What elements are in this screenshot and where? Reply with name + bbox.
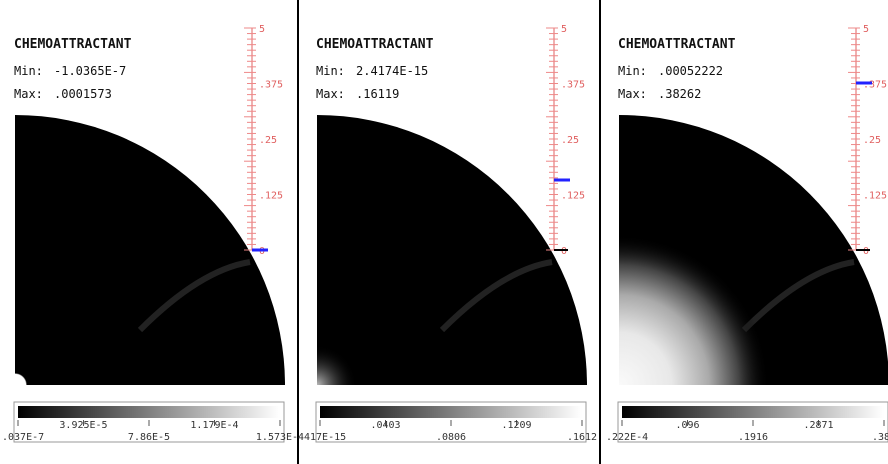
min-value: -1.0365E-7 (54, 64, 126, 78)
glow (317, 345, 357, 385)
domain (15, 115, 285, 385)
panel: CHEMOATTRACTANT Min: -1.0365E-7 Max: .000157… (2, 24, 304, 443)
ruler-label: .375 (561, 80, 585, 91)
max-value: .16119 (356, 87, 399, 101)
max-value: .38262 (658, 87, 701, 101)
colorbar (622, 406, 884, 418)
ruler-label: .125 (863, 191, 887, 202)
ruler-label: 5 (863, 24, 869, 35)
min-label: Min: (618, 64, 647, 78)
min-label: Min: (316, 64, 345, 78)
glow (619, 235, 769, 385)
streak (439, 259, 553, 333)
min-value: .00052222 (658, 64, 723, 78)
colorbar-label: .1612 (567, 432, 597, 443)
colorbar-label: .037E-7 (2, 432, 44, 443)
ruler-label: .125 (561, 191, 585, 202)
panel: CHEMOATTRACTANT Min: .00052222 Max: .38262 5.… (606, 24, 888, 443)
streak (741, 259, 855, 333)
ruler-label: 0 (561, 246, 567, 257)
ruler-label: 5 (259, 24, 265, 35)
max-value: .0001573 (54, 87, 112, 101)
ruler-label: .25 (259, 135, 277, 146)
domain (317, 115, 587, 385)
panel-title: CHEMOATTRACTANT (618, 37, 736, 52)
colorbar-label: 1.179E-4 (190, 420, 238, 431)
colorbar-label: .1916 (738, 432, 768, 443)
colorbar (320, 406, 582, 418)
colorbar-label: 417E-15 (304, 432, 346, 443)
ruler-label: 0 (863, 246, 869, 257)
colorbar-label: .0806 (436, 432, 466, 443)
max-label: Max: (14, 87, 43, 101)
ruler-label: .375 (259, 80, 283, 91)
ruler-label: .25 (561, 135, 579, 146)
panel-title: CHEMOATTRACTANT (316, 37, 434, 52)
max-label: Max: (618, 87, 647, 101)
colorbar (18, 406, 280, 418)
colorbar-label: 1.573E-4 (256, 432, 304, 443)
colorbar-label: .222E-4 (606, 432, 648, 443)
ruler-label: 5 (561, 24, 567, 35)
ruler-label: .25 (863, 135, 881, 146)
max-label: Max: (316, 87, 345, 101)
colorbar-label: 7.86E-5 (128, 432, 170, 443)
glow (15, 373, 27, 385)
panel-title: CHEMOATTRACTANT (14, 37, 132, 52)
ruler-label: .375 (863, 80, 887, 91)
colorbar-label: .1209 (501, 420, 531, 431)
colorbar-label: .383 (872, 432, 888, 443)
colorbar-label: 3.925E-5 (59, 420, 107, 431)
min-value: 2.4174E-15 (356, 64, 428, 78)
colorbar-label: .0403 (370, 420, 400, 431)
panel: CHEMOATTRACTANT Min: 2.4174E-15 Max: .16119 5… (304, 24, 597, 443)
colorbar-label: .096 (675, 420, 699, 431)
ruler-label: .125 (259, 191, 283, 202)
colorbar-label: .2871 (803, 420, 833, 431)
min-label: Min: (14, 64, 43, 78)
streak (137, 259, 251, 333)
